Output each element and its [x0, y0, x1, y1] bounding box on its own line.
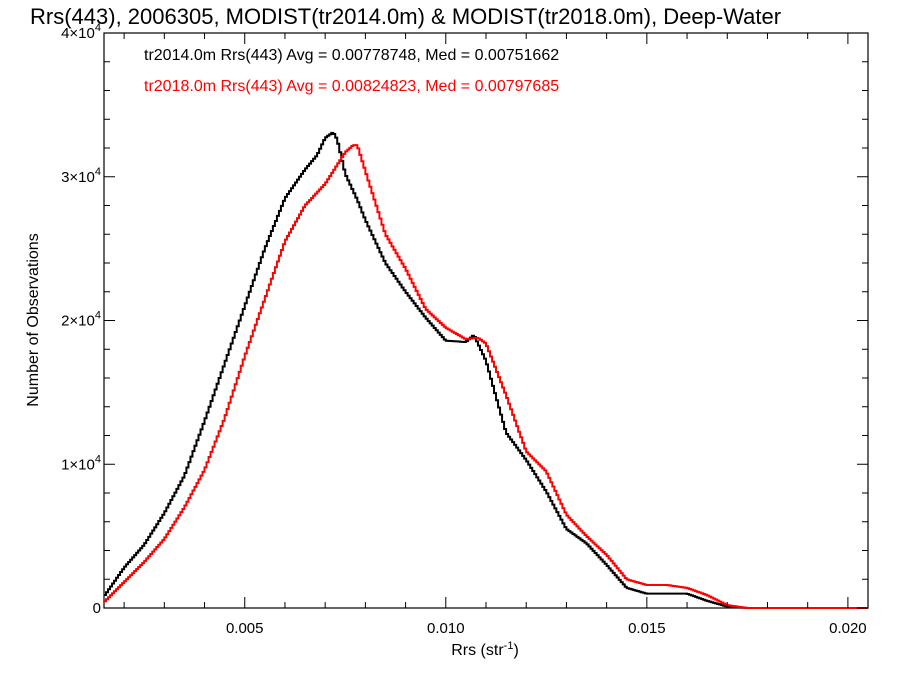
legend-entry-tr2014: tr2014.0m Rrs(443) Avg = 0.00778748, Med… [144, 47, 559, 64]
y-tick-label: 0 [93, 600, 101, 617]
series-lines [104, 131, 868, 609]
x-tick-label: 0.005 [226, 620, 264, 637]
x-tick-label: 0.015 [628, 620, 666, 637]
series-line-0 [104, 131, 868, 609]
plot-axes [103, 32, 869, 609]
y-tick-label-base: 3×10 [61, 169, 95, 186]
x-axis-title-close: ) [513, 642, 518, 659]
y-tick-label-exponent: 4 [95, 22, 101, 34]
y-tick-label: 1×104 [61, 453, 101, 473]
y-tick-label: 4×104 [61, 22, 101, 42]
y-tick-label-exponent: 4 [95, 453, 101, 465]
axis-ticks: 0.005 0.010 0.015 0.02001×1042×1043×1044×10… [61, 22, 868, 637]
chart-title: Rrs(443), 2006305, MODIST(tr2014.0m) & M… [30, 4, 781, 29]
x-tick-label: 0.020 [829, 620, 867, 637]
x-axis-title-text: Rrs (str [451, 642, 504, 659]
x-axis-title-exponent: -1 [504, 640, 514, 652]
y-tick-label: 2×104 [61, 310, 101, 330]
y-tick-label-base: 0 [93, 600, 101, 617]
y-tick-label-base: 4×10 [61, 25, 95, 42]
plot-frame [103, 32, 869, 609]
series-line-1 [104, 144, 868, 609]
x-axis-title: Rrs (str-1) [451, 640, 519, 659]
y-tick-label-base: 2×10 [61, 313, 95, 330]
y-tick-label: 3×104 [61, 166, 101, 186]
y-tick-label-base: 1×10 [61, 456, 95, 473]
y-tick-label-exponent: 4 [95, 310, 101, 322]
legend-entry-tr2018: tr2018.0m Rrs(443) Avg = 0.00824823, Med… [144, 78, 559, 95]
y-axis-title: Number of Observations [25, 233, 42, 406]
y-tick-label-exponent: 4 [95, 166, 101, 178]
x-tick-label: 0.010 [427, 620, 465, 637]
